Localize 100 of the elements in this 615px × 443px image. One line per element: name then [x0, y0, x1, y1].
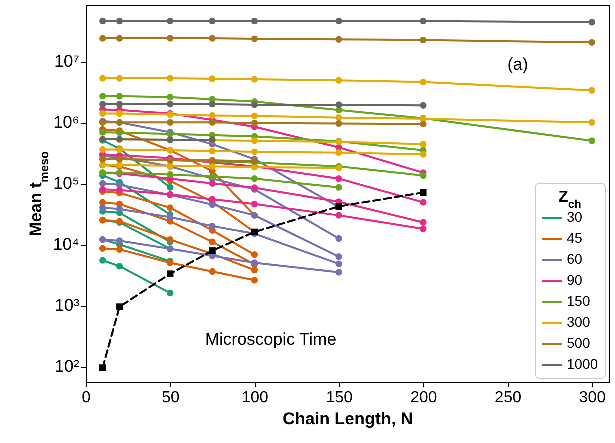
- point: [251, 76, 258, 83]
- x-tick-label: 300: [579, 390, 606, 406]
- legend-title: Z$_{ch}$: [558, 189, 582, 211]
- point: [100, 204, 106, 212]
- point: [100, 100, 106, 108]
- point: [100, 257, 106, 264]
- point: [100, 18, 106, 25]
- point: [209, 222, 216, 230]
- point: [420, 219, 427, 226]
- point: [116, 186, 124, 194]
- point: [251, 276, 258, 284]
- point: [336, 175, 342, 182]
- point: [116, 35, 124, 42]
- point: [588, 119, 596, 126]
- point: [116, 263, 124, 270]
- point: [100, 75, 106, 82]
- legend-label: 1000: [567, 356, 598, 372]
- point: [420, 36, 427, 44]
- point: [167, 100, 174, 108]
- point: [116, 304, 124, 310]
- point: [251, 175, 258, 182]
- x-tick-label: 50: [162, 390, 180, 406]
- point: [336, 120, 342, 128]
- legend-label: 45: [567, 230, 583, 246]
- x-tick-label: 150: [326, 390, 354, 406]
- point: [336, 184, 342, 192]
- y-tick-label: 10⁷: [54, 52, 80, 72]
- point: [209, 148, 216, 155]
- point: [209, 248, 216, 254]
- point: [100, 146, 106, 154]
- point: [336, 102, 342, 108]
- point: [588, 138, 596, 144]
- point: [209, 180, 216, 188]
- point: [167, 236, 174, 244]
- point: [336, 235, 342, 242]
- point: [420, 226, 427, 232]
- point: [100, 129, 106, 136]
- y-tick-label: 10³: [54, 296, 80, 316]
- point: [209, 238, 216, 246]
- point: [100, 35, 106, 42]
- point: [167, 214, 174, 221]
- point: [336, 150, 342, 156]
- point: [251, 266, 258, 274]
- point: [251, 36, 258, 42]
- point: [251, 148, 258, 156]
- point: [167, 35, 174, 42]
- point: [251, 138, 258, 144]
- point: [336, 18, 342, 25]
- point: [420, 151, 427, 158]
- point: [116, 238, 124, 244]
- point: [116, 100, 124, 108]
- legend-label: 150: [567, 293, 591, 309]
- legend-label: 90: [567, 272, 583, 288]
- point: [167, 75, 174, 82]
- point: [167, 204, 174, 212]
- point: [209, 163, 216, 170]
- point: [420, 172, 427, 180]
- point: [209, 100, 216, 108]
- point: [251, 102, 258, 108]
- x-tick-label: 0: [82, 390, 92, 406]
- x-tick-label: 250: [494, 390, 522, 406]
- point: [420, 199, 427, 206]
- legend-label: 500: [567, 335, 591, 351]
- point: [100, 110, 106, 118]
- point: [336, 212, 342, 219]
- legend-label: 60: [567, 251, 583, 267]
- x-tick-label: 200: [410, 390, 438, 406]
- point: [588, 87, 596, 94]
- point: [588, 19, 596, 26]
- point: [420, 120, 427, 128]
- point: [209, 112, 216, 120]
- point: [116, 75, 124, 82]
- y-tick-label: 10⁴: [53, 235, 80, 254]
- point: [420, 78, 427, 86]
- point: [100, 180, 106, 188]
- point: [251, 120, 258, 127]
- point: [209, 119, 216, 126]
- point: [209, 35, 216, 42]
- point: [116, 206, 124, 213]
- point: [116, 246, 124, 253]
- point: [167, 270, 174, 278]
- point: [167, 94, 174, 101]
- point: [336, 260, 342, 268]
- x-tick-label: 100: [242, 390, 269, 406]
- point: [167, 171, 174, 178]
- legend-label: 300: [567, 314, 591, 330]
- point: [167, 184, 174, 192]
- point: [209, 268, 216, 276]
- point: [420, 189, 427, 196]
- y-tick-label: 10²: [54, 357, 80, 376]
- point: [336, 77, 342, 84]
- point: [420, 102, 427, 110]
- x-axis-title: Chain Length, N: [282, 410, 414, 428]
- point: [251, 18, 258, 25]
- point: [100, 245, 106, 252]
- point: [100, 364, 106, 372]
- y-tick-label: 10⁵: [54, 174, 80, 194]
- point: [116, 93, 124, 100]
- point: [116, 110, 124, 118]
- point: [167, 290, 174, 297]
